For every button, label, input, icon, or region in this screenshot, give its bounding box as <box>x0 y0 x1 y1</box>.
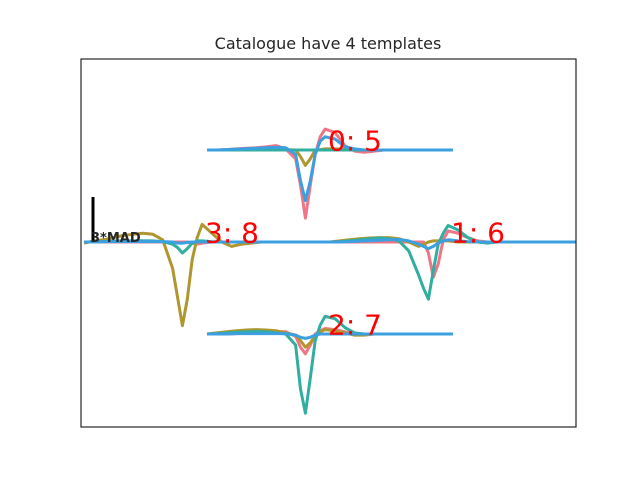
cluster-labels: 0: 5 1: 6 2: 7 3: 8 <box>205 125 505 342</box>
template-3-channel-3-trace <box>84 240 330 245</box>
chart-title: Catalogue have 4 templates <box>215 34 442 53</box>
template-0-channel-3-trace <box>207 135 453 203</box>
cluster-2-label: 2: 7 <box>328 309 382 342</box>
waveform-traces <box>83 127 576 415</box>
cluster-0-label: 0: 5 <box>328 125 382 158</box>
template-1-channel-3-trace <box>330 237 576 251</box>
plot-frame <box>80 58 577 428</box>
cluster-1-label: 1: 6 <box>451 217 505 250</box>
template-2-channel-3-trace <box>207 332 453 340</box>
mad-scale-label: 3*MAD <box>91 231 141 246</box>
cluster-3-label: 3: 8 <box>205 217 259 250</box>
